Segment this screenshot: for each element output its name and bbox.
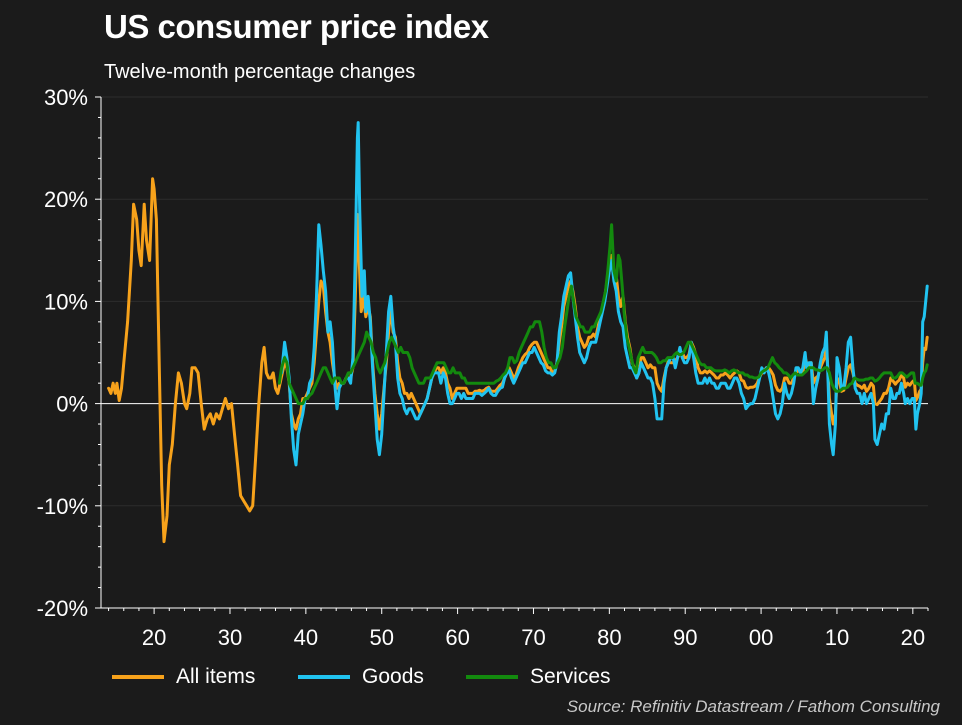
legend-swatch-all-items (112, 675, 164, 679)
legend-item-goods: Goods (298, 664, 424, 690)
axes (95, 96, 929, 614)
grid-lines (101, 96, 928, 507)
x-tick-label: 30 (218, 625, 242, 650)
x-tick-label: 50 (369, 625, 393, 650)
y-tick-label: 30% (44, 85, 88, 110)
x-tick-label: 60 (445, 625, 469, 650)
y-tick-label: -20% (37, 596, 88, 621)
x-tick-label: 40 (294, 625, 318, 650)
legend-label-services: Services (530, 665, 611, 688)
chart-title: US consumer price index (104, 8, 489, 45)
x-tick-label: 00 (749, 625, 773, 650)
legend-label-all-items: All items (176, 665, 256, 688)
legend-label-goods: Goods (362, 665, 424, 688)
legend-swatch-services (466, 675, 518, 679)
legend-item-all-items: All items (112, 664, 255, 690)
x-tick-label: 10 (825, 625, 849, 650)
series-lines (107, 121, 929, 544)
legend-item-services: Services (466, 664, 611, 690)
chart-subtitle: Twelve-month percentage changes (104, 61, 416, 83)
x-tick-label: 20 (901, 625, 925, 650)
series-line-services (277, 223, 929, 406)
y-tick-label: 10% (44, 289, 88, 314)
y-tick-label: -10% (37, 494, 88, 519)
x-tick-label: 70 (521, 625, 545, 650)
y-tick-label: 0% (56, 392, 88, 417)
x-tick-label: 80 (597, 625, 621, 650)
y-tick-label: 20% (44, 187, 88, 212)
y-tick-labels: 30% 20% 10% 0% -10% -20% (37, 85, 88, 621)
legend-swatch-goods (298, 675, 350, 679)
x-tick-label: 20 (142, 625, 166, 650)
x-tick-labels: 20 30 40 50 60 70 80 90 00 10 20 (142, 625, 925, 650)
x-tick-label: 90 (673, 625, 697, 650)
source-note: Source: Refinitiv Datastream / Fathom Co… (566, 697, 940, 716)
